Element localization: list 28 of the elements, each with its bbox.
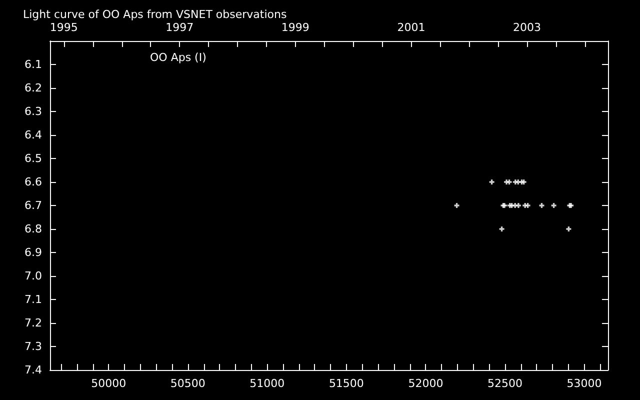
y-tick-label: 7.4 (24, 364, 42, 376)
y-tick-label: 6.8 (24, 222, 42, 236)
x-tick-label: 51500 (328, 377, 364, 390)
annotation: OO Aps (I) (150, 51, 206, 64)
x-tick-label: 52000 (408, 377, 444, 390)
chart-title: Light curve of OO Aps from VSNET observations (23, 8, 287, 21)
x-tick-label: 51000 (250, 377, 285, 390)
x2-tick-label: 1997 (166, 21, 194, 34)
y-tick-label: 6.2 (24, 82, 42, 94)
y-tick-label: 7.1 (24, 293, 42, 306)
x-tick-label: 52500 (487, 377, 522, 390)
x-tick-label: 50000 (91, 377, 126, 390)
y-tick-label: 6.6 (24, 176, 42, 188)
x2-tick-label: 2003 (512, 21, 541, 34)
x2-tick-label: 2001 (397, 21, 426, 34)
x2-tick-label: 1995 (50, 21, 78, 34)
x-tick-label: 50500 (170, 377, 206, 390)
x2-tick-label: 1999 (281, 21, 310, 34)
y-tick-label: 6.5 (24, 152, 42, 165)
y-tick-label: 7.0 (24, 270, 42, 282)
y-tick-label: 6.1 (24, 58, 42, 71)
y-tick-label: 6.9 (24, 246, 42, 259)
y-tick-label: 6.4 (24, 128, 42, 142)
y-tick-label: 7.3 (24, 340, 42, 353)
x-tick-label: 53000 (566, 377, 602, 390)
y-tick-label: 6.7 (24, 199, 42, 212)
y-tick-label: 7.2 (24, 316, 42, 330)
y-tick-label: 6.3 (24, 105, 42, 118)
